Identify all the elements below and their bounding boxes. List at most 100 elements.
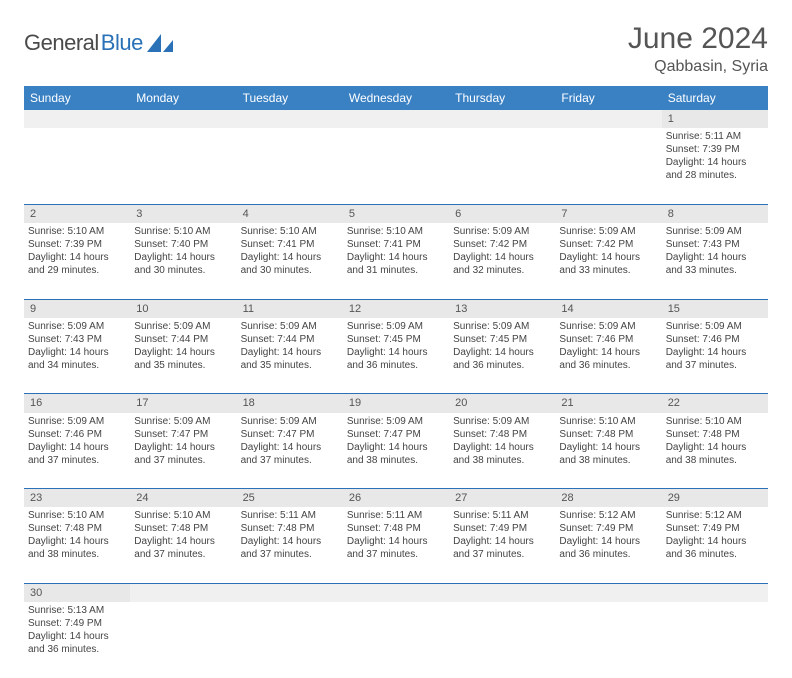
location-label: Qabbasin, Syria xyxy=(628,58,768,76)
sunrise-text: Sunrise: 5:09 AM xyxy=(453,415,551,428)
sunrise-text: Sunrise: 5:09 AM xyxy=(666,320,764,333)
empty-cell xyxy=(449,128,555,204)
sunrise-text: Sunrise: 5:10 AM xyxy=(28,509,126,522)
sunset-text: Sunset: 7:45 PM xyxy=(453,333,551,346)
day-detail-cell: Sunrise: 5:09 AMSunset: 7:46 PMDaylight:… xyxy=(24,413,130,489)
day-detail-cell: Sunrise: 5:11 AMSunset: 7:48 PMDaylight:… xyxy=(237,507,343,583)
day-detail-cell: Sunrise: 5:10 AMSunset: 7:48 PMDaylight:… xyxy=(130,507,236,583)
day-detail-cell: Sunrise: 5:10 AMSunset: 7:41 PMDaylight:… xyxy=(237,223,343,299)
daylight-text: Daylight: 14 hours and 36 minutes. xyxy=(28,630,126,656)
daylight-text: Daylight: 14 hours and 37 minutes. xyxy=(453,535,551,561)
day-number-cell: 23 xyxy=(24,489,130,508)
sunset-text: Sunset: 7:48 PM xyxy=(28,522,126,535)
daylight-text: Daylight: 14 hours and 38 minutes. xyxy=(453,441,551,467)
daylight-text: Daylight: 14 hours and 37 minutes. xyxy=(347,535,445,561)
empty-cell xyxy=(237,583,343,602)
day-number-row: 1 xyxy=(24,110,768,128)
daylight-text: Daylight: 14 hours and 37 minutes. xyxy=(666,346,764,372)
day-detail-cell: Sunrise: 5:13 AMSunset: 7:49 PMDaylight:… xyxy=(24,602,130,678)
day-detail-cell: Sunrise: 5:09 AMSunset: 7:45 PMDaylight:… xyxy=(449,318,555,394)
sunset-text: Sunset: 7:43 PM xyxy=(666,238,764,251)
sunrise-text: Sunrise: 5:09 AM xyxy=(347,415,445,428)
sunrise-text: Sunrise: 5:13 AM xyxy=(28,604,126,617)
empty-cell xyxy=(343,602,449,678)
daylight-text: Daylight: 14 hours and 37 minutes. xyxy=(134,441,232,467)
day-detail-row: Sunrise: 5:11 AMSunset: 7:39 PMDaylight:… xyxy=(24,128,768,204)
calendar-table: SundayMondayTuesdayWednesdayThursdayFrid… xyxy=(24,86,768,678)
empty-cell xyxy=(343,583,449,602)
day-number-cell: 3 xyxy=(130,204,236,223)
day-number-cell: 29 xyxy=(662,489,768,508)
sunrise-text: Sunrise: 5:09 AM xyxy=(28,415,126,428)
daylight-text: Daylight: 14 hours and 37 minutes. xyxy=(28,441,126,467)
day-number-row: 30 xyxy=(24,583,768,602)
empty-cell xyxy=(449,583,555,602)
daylight-text: Daylight: 14 hours and 37 minutes. xyxy=(134,535,232,561)
logo: General Blue xyxy=(24,22,173,56)
day-number-cell: 9 xyxy=(24,299,130,318)
sunrise-text: Sunrise: 5:10 AM xyxy=(559,415,657,428)
sunrise-text: Sunrise: 5:09 AM xyxy=(347,320,445,333)
day-number-cell: 19 xyxy=(343,394,449,413)
day-detail-cell: Sunrise: 5:11 AMSunset: 7:48 PMDaylight:… xyxy=(343,507,449,583)
daylight-text: Daylight: 14 hours and 30 minutes. xyxy=(134,251,232,277)
sunrise-text: Sunrise: 5:10 AM xyxy=(347,225,445,238)
sail-icon xyxy=(147,34,173,52)
daylight-text: Daylight: 14 hours and 36 minutes. xyxy=(559,535,657,561)
empty-cell xyxy=(662,602,768,678)
empty-cell xyxy=(130,583,236,602)
sunrise-text: Sunrise: 5:12 AM xyxy=(559,509,657,522)
logo-text-general: General xyxy=(24,30,99,56)
daylight-text: Daylight: 14 hours and 32 minutes. xyxy=(453,251,551,277)
day-detail-cell: Sunrise: 5:10 AMSunset: 7:40 PMDaylight:… xyxy=(130,223,236,299)
day-detail-cell: Sunrise: 5:09 AMSunset: 7:44 PMDaylight:… xyxy=(237,318,343,394)
daylight-text: Daylight: 14 hours and 36 minutes. xyxy=(559,346,657,372)
day-number-cell: 7 xyxy=(555,204,661,223)
day-detail-cell: Sunrise: 5:09 AMSunset: 7:47 PMDaylight:… xyxy=(237,413,343,489)
sunset-text: Sunset: 7:41 PM xyxy=(347,238,445,251)
empty-cell xyxy=(449,602,555,678)
sunrise-text: Sunrise: 5:09 AM xyxy=(559,320,657,333)
daylight-text: Daylight: 14 hours and 37 minutes. xyxy=(241,535,339,561)
daylight-text: Daylight: 14 hours and 35 minutes. xyxy=(241,346,339,372)
sunset-text: Sunset: 7:48 PM xyxy=(134,522,232,535)
daylight-text: Daylight: 14 hours and 34 minutes. xyxy=(28,346,126,372)
daylight-text: Daylight: 14 hours and 38 minutes. xyxy=(347,441,445,467)
day-detail-cell: Sunrise: 5:10 AMSunset: 7:48 PMDaylight:… xyxy=(555,413,661,489)
sunset-text: Sunset: 7:49 PM xyxy=(666,522,764,535)
day-number-cell: 6 xyxy=(449,204,555,223)
weekday-header: Sunday xyxy=(24,86,130,110)
empty-cell xyxy=(237,110,343,128)
sunrise-text: Sunrise: 5:12 AM xyxy=(666,509,764,522)
day-number-cell: 5 xyxy=(343,204,449,223)
sunrise-text: Sunrise: 5:10 AM xyxy=(134,225,232,238)
sunset-text: Sunset: 7:43 PM xyxy=(28,333,126,346)
sunset-text: Sunset: 7:48 PM xyxy=(559,428,657,441)
day-detail-cell: Sunrise: 5:09 AMSunset: 7:47 PMDaylight:… xyxy=(343,413,449,489)
sunset-text: Sunset: 7:42 PM xyxy=(559,238,657,251)
day-number-cell: 27 xyxy=(449,489,555,508)
sunrise-text: Sunrise: 5:09 AM xyxy=(453,225,551,238)
empty-cell xyxy=(555,110,661,128)
sunset-text: Sunset: 7:48 PM xyxy=(666,428,764,441)
daylight-text: Daylight: 14 hours and 35 minutes. xyxy=(134,346,232,372)
sunset-text: Sunset: 7:39 PM xyxy=(28,238,126,251)
sunrise-text: Sunrise: 5:09 AM xyxy=(241,320,339,333)
day-number-cell: 8 xyxy=(662,204,768,223)
sunrise-text: Sunrise: 5:09 AM xyxy=(134,415,232,428)
sunrise-text: Sunrise: 5:11 AM xyxy=(347,509,445,522)
day-number-cell: 28 xyxy=(555,489,661,508)
empty-cell xyxy=(130,602,236,678)
day-detail-row: Sunrise: 5:09 AMSunset: 7:46 PMDaylight:… xyxy=(24,413,768,489)
daylight-text: Daylight: 14 hours and 33 minutes. xyxy=(559,251,657,277)
daylight-text: Daylight: 14 hours and 36 minutes. xyxy=(347,346,445,372)
day-detail-cell: Sunrise: 5:11 AMSunset: 7:39 PMDaylight:… xyxy=(662,128,768,204)
empty-cell xyxy=(24,110,130,128)
logo-text-blue: Blue xyxy=(101,30,143,56)
day-detail-cell: Sunrise: 5:11 AMSunset: 7:49 PMDaylight:… xyxy=(449,507,555,583)
day-number-cell: 22 xyxy=(662,394,768,413)
empty-cell xyxy=(555,602,661,678)
day-detail-cell: Sunrise: 5:12 AMSunset: 7:49 PMDaylight:… xyxy=(662,507,768,583)
day-number-cell: 21 xyxy=(555,394,661,413)
month-title: June 2024 xyxy=(628,22,768,56)
